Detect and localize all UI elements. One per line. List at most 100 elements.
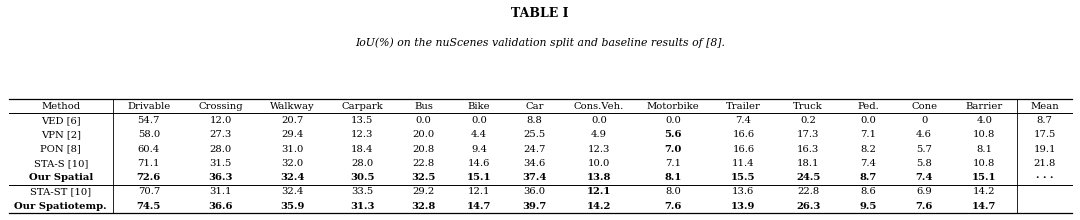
Text: Cons.Veh.: Cons.Veh. [573,102,624,111]
Text: 16.3: 16.3 [797,145,820,154]
Text: 29.2: 29.2 [413,187,434,196]
Text: 29.4: 29.4 [282,130,303,139]
Text: · · ·: · · · [1036,173,1053,182]
Text: 20.0: 20.0 [413,130,434,139]
Text: 9.4: 9.4 [471,145,487,154]
Text: 74.5: 74.5 [137,202,161,211]
Text: 18.4: 18.4 [351,145,374,154]
Text: 54.7: 54.7 [137,116,160,125]
Text: 0.0: 0.0 [591,116,607,125]
Text: 25.5: 25.5 [524,130,545,139]
Text: 34.6: 34.6 [524,159,545,168]
Text: Cone: Cone [912,102,937,111]
Text: 26.3: 26.3 [796,202,821,211]
Text: 32.4: 32.4 [282,187,303,196]
Text: 28.0: 28.0 [210,145,232,154]
Text: 8.0: 8.0 [665,187,681,196]
Text: 39.7: 39.7 [523,202,546,211]
Text: 31.3: 31.3 [350,202,375,211]
Text: 15.5: 15.5 [731,173,756,182]
Text: 19.1: 19.1 [1034,145,1056,154]
Text: 14.6: 14.6 [468,159,490,168]
Text: VED [6]: VED [6] [41,116,81,125]
Text: 7.4: 7.4 [916,173,933,182]
Text: 71.1: 71.1 [137,159,160,168]
Text: 0.0: 0.0 [416,116,431,125]
Text: 8.2: 8.2 [861,145,877,154]
Text: 17.3: 17.3 [797,130,820,139]
Text: 12.3: 12.3 [588,145,610,154]
Text: 8.7: 8.7 [860,173,877,182]
Text: Truck: Truck [794,102,823,111]
Text: 18.1: 18.1 [797,159,820,168]
Text: 31.1: 31.1 [210,187,232,196]
Text: 12.1: 12.1 [586,187,611,196]
Text: 10.8: 10.8 [973,159,996,168]
Text: 7.6: 7.6 [664,202,681,211]
Text: 10.0: 10.0 [588,159,610,168]
Text: 8.8: 8.8 [527,116,542,125]
Text: Ped.: Ped. [858,102,879,111]
Text: 17.5: 17.5 [1034,130,1056,139]
Text: Bike: Bike [468,102,490,111]
Text: 10.8: 10.8 [973,130,996,139]
Text: 36.3: 36.3 [208,173,233,182]
Text: 13.9: 13.9 [731,202,756,211]
Text: 12.1: 12.1 [468,187,490,196]
Text: 27.3: 27.3 [210,130,232,139]
Text: 7.1: 7.1 [665,159,681,168]
Text: 4.0: 4.0 [976,116,993,125]
Text: 4.4: 4.4 [471,130,487,139]
Text: 4.9: 4.9 [591,130,607,139]
Text: STA-S [10]: STA-S [10] [33,159,87,168]
Text: Our Spatiotemp.: Our Spatiotemp. [14,202,107,211]
Text: 32.8: 32.8 [411,202,435,211]
Text: 28.0: 28.0 [351,159,374,168]
Text: 32.4: 32.4 [281,173,305,182]
Text: 7.6: 7.6 [916,202,933,211]
Text: 16.6: 16.6 [732,130,755,139]
Text: 32.5: 32.5 [411,173,435,182]
Text: IoU(%) on the nuScenes validation split and baseline results of [8].: IoU(%) on the nuScenes validation split … [355,37,725,48]
Text: 15.1: 15.1 [467,173,491,182]
Text: 37.4: 37.4 [523,173,546,182]
Text: 14.7: 14.7 [972,202,997,211]
Text: 0.2: 0.2 [800,116,816,125]
Text: 4.6: 4.6 [916,130,932,139]
Text: 35.9: 35.9 [281,202,305,211]
Text: 5.7: 5.7 [916,145,932,154]
Text: 0.0: 0.0 [861,116,877,125]
Text: 9.5: 9.5 [860,202,877,211]
Text: VPN [2]: VPN [2] [41,130,81,139]
Text: 5.6: 5.6 [664,130,681,139]
Text: Mean: Mean [1030,102,1059,111]
Text: 0.0: 0.0 [665,116,681,125]
Text: Method: Method [41,102,80,111]
Text: 20.8: 20.8 [413,145,434,154]
Text: 14.2: 14.2 [586,202,611,211]
Text: 8.1: 8.1 [664,173,681,182]
Text: 7.4: 7.4 [735,116,752,125]
Text: Bus: Bus [414,102,433,111]
Text: 12.0: 12.0 [210,116,232,125]
Text: 7.4: 7.4 [861,159,877,168]
Text: 16.6: 16.6 [732,145,755,154]
Text: Trailer: Trailer [726,102,760,111]
Text: 14.7: 14.7 [467,202,491,211]
Text: Walkway: Walkway [270,102,315,111]
Text: 31.0: 31.0 [282,145,303,154]
Text: 36.6: 36.6 [208,202,233,211]
Text: 0.0: 0.0 [471,116,487,125]
Text: 6.9: 6.9 [916,187,932,196]
Text: Car: Car [526,102,544,111]
Text: 72.6: 72.6 [137,173,161,182]
Text: 14.2: 14.2 [973,187,996,196]
Text: Crossing: Crossing [199,102,243,111]
Text: 13.6: 13.6 [732,187,755,196]
Text: 70.7: 70.7 [138,187,160,196]
Text: Our Spatial: Our Spatial [29,173,93,182]
Text: TABLE I: TABLE I [511,7,569,20]
Text: 7.0: 7.0 [664,145,681,154]
Text: 13.8: 13.8 [586,173,611,182]
Text: Barrier: Barrier [966,102,1003,111]
